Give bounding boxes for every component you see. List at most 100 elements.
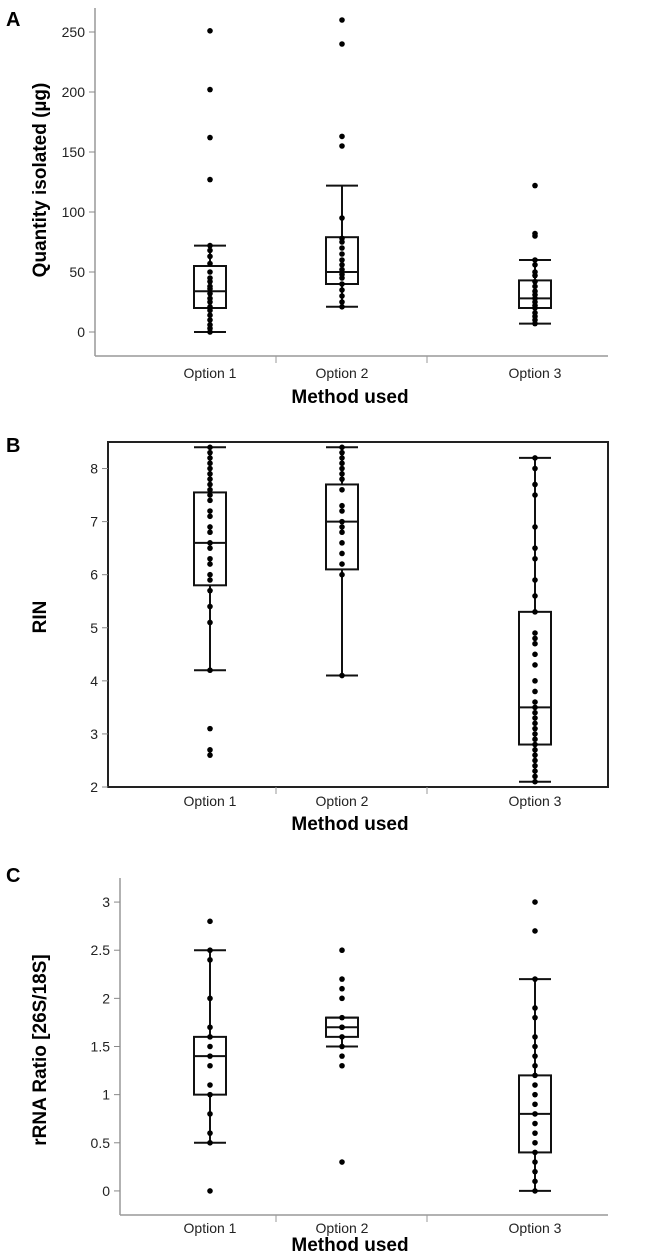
x-tick-label: Option 1 bbox=[184, 793, 237, 809]
data-point bbox=[532, 768, 538, 774]
data-point bbox=[339, 947, 345, 954]
data-point bbox=[532, 1120, 538, 1127]
data-point bbox=[339, 245, 345, 251]
data-point bbox=[532, 230, 538, 237]
data-point bbox=[532, 720, 538, 727]
data-point bbox=[207, 513, 213, 520]
box-iqr bbox=[193, 491, 227, 587]
y-tick-label: 1 bbox=[102, 1087, 110, 1103]
panel-b-chart: B RIN Method used 2 3 4 5 6 7 8 Option 1 Option … bbox=[6, 435, 609, 835]
y-axis-title: RIN bbox=[30, 601, 51, 634]
data-point bbox=[207, 322, 213, 328]
y-tick-label: 2 bbox=[90, 779, 98, 795]
data-point bbox=[532, 524, 538, 530]
data-point bbox=[207, 1024, 213, 1031]
y-tick-label: 2.5 bbox=[91, 942, 111, 958]
data-point bbox=[532, 283, 538, 290]
data-point bbox=[339, 1159, 345, 1165]
box-3 bbox=[518, 455, 552, 785]
data-point bbox=[532, 651, 538, 658]
panel-label: B bbox=[6, 435, 20, 457]
data-point bbox=[207, 465, 213, 472]
data-point bbox=[339, 271, 345, 278]
data-point bbox=[532, 555, 538, 562]
data-point bbox=[207, 476, 213, 482]
y-tick-label: 7 bbox=[90, 514, 98, 530]
x-tick-label: Option 3 bbox=[509, 1220, 562, 1236]
x-tick-label: Option 1 bbox=[184, 1220, 237, 1236]
data-point bbox=[207, 275, 213, 281]
y-tick-label: 6 bbox=[90, 567, 98, 583]
data-point bbox=[207, 471, 213, 477]
data-point bbox=[207, 1111, 213, 1117]
data-point bbox=[532, 288, 538, 295]
data-point bbox=[207, 486, 213, 493]
x-tick-label: Option 3 bbox=[509, 365, 562, 381]
data-point bbox=[207, 497, 213, 504]
data-point bbox=[339, 257, 345, 263]
data-point bbox=[532, 310, 538, 316]
data-point bbox=[532, 577, 538, 583]
box-2 bbox=[325, 17, 359, 310]
y-tick-label: 2 bbox=[102, 990, 110, 1006]
x-tick-label: Option 2 bbox=[316, 793, 369, 809]
box-iqr bbox=[325, 483, 359, 571]
data-point bbox=[339, 293, 345, 299]
data-point bbox=[532, 635, 538, 642]
data-point bbox=[532, 762, 538, 769]
data-point bbox=[532, 1034, 538, 1040]
data-point bbox=[207, 134, 213, 141]
y-tick-label: 50 bbox=[69, 264, 85, 280]
y-tick-label: 4 bbox=[90, 673, 98, 689]
data-point bbox=[532, 182, 538, 189]
y-tick-label: 100 bbox=[62, 204, 86, 220]
panel-label: A bbox=[6, 9, 20, 31]
data-point bbox=[207, 176, 213, 183]
panel-c-chart: C rRNA Ratio [26S/18S] Method used 0 0.5 1… bbox=[6, 865, 608, 1256]
data-point bbox=[532, 492, 538, 498]
data-point bbox=[532, 699, 538, 705]
data-point bbox=[339, 672, 345, 679]
data-point bbox=[339, 550, 345, 557]
box-1 bbox=[193, 444, 227, 758]
data-point bbox=[207, 1082, 213, 1088]
data-point bbox=[339, 215, 345, 221]
data-point bbox=[207, 290, 213, 297]
data-point bbox=[207, 492, 213, 498]
data-point bbox=[532, 1149, 538, 1156]
data-point bbox=[207, 444, 213, 451]
data-point bbox=[207, 312, 213, 319]
data-point bbox=[207, 1188, 213, 1194]
x-axis-title: Method used bbox=[291, 814, 408, 835]
data-point bbox=[339, 143, 345, 149]
y-tick-label: 250 bbox=[62, 24, 86, 40]
data-point bbox=[532, 678, 538, 684]
data-point bbox=[532, 278, 538, 285]
data-point bbox=[339, 17, 345, 23]
data-point bbox=[207, 1130, 213, 1136]
y-tick-label: 3 bbox=[90, 726, 98, 742]
data-point bbox=[207, 28, 213, 34]
data-point bbox=[532, 725, 538, 732]
data-point bbox=[207, 269, 213, 275]
data-point bbox=[532, 704, 538, 711]
x-axis-title: Method used bbox=[291, 1235, 408, 1256]
data-point bbox=[532, 731, 538, 737]
data-point bbox=[207, 1043, 213, 1050]
data-point bbox=[207, 747, 213, 753]
data-point bbox=[339, 1014, 345, 1021]
box-3 bbox=[518, 899, 552, 1194]
data-point bbox=[207, 449, 213, 456]
data-point bbox=[207, 260, 213, 267]
x-tick-label: Option 3 bbox=[509, 793, 562, 809]
data-point bbox=[339, 540, 345, 546]
panel-label: C bbox=[6, 865, 20, 887]
data-point bbox=[339, 281, 345, 287]
y-tick-label: 0 bbox=[102, 1183, 110, 1199]
data-point bbox=[532, 688, 538, 695]
data-point bbox=[532, 269, 538, 275]
y-axis-title: Quantity isolated (µg) bbox=[30, 83, 51, 278]
data-point bbox=[207, 555, 213, 562]
y-tick-label: 150 bbox=[62, 144, 86, 160]
data-point bbox=[532, 1111, 538, 1117]
